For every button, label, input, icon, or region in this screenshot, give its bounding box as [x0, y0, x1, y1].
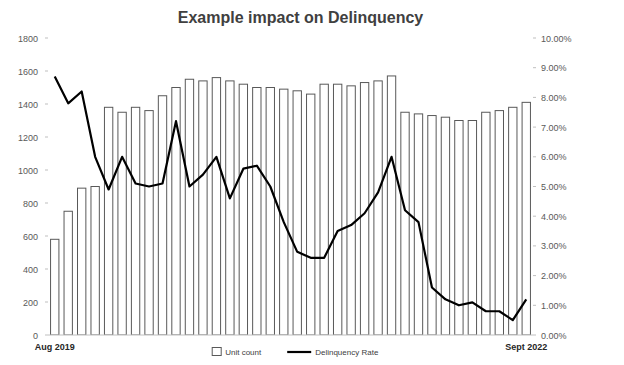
bar — [131, 107, 139, 335]
y2-tick-label: 6.00% — [541, 152, 567, 162]
y-tick — [45, 269, 48, 270]
y2-tick-label: 10.00% — [541, 34, 572, 44]
y2-tick-label: 2.00% — [541, 271, 567, 281]
bar — [266, 88, 274, 336]
bar — [482, 112, 490, 335]
y-tick-label: 1000 — [18, 166, 38, 176]
bar — [145, 111, 153, 335]
bar — [307, 94, 315, 335]
legend-label: Unit count — [225, 348, 262, 357]
y2-tick — [533, 335, 536, 336]
y2-tick-label: 0.00% — [541, 331, 567, 341]
y-tick — [45, 203, 48, 204]
y2-tick-label: 1.00% — [541, 301, 567, 311]
bar — [347, 86, 355, 335]
bar — [212, 78, 220, 335]
y2-tick — [533, 97, 536, 98]
bar — [64, 211, 72, 335]
y2-tick — [533, 305, 536, 306]
y2-tick — [533, 156, 536, 157]
x-tick-label: Sept 2022 — [505, 342, 547, 352]
bar — [226, 81, 234, 335]
bar — [428, 116, 436, 335]
legend-swatch — [287, 351, 311, 353]
bar — [387, 76, 395, 335]
bar — [51, 239, 59, 335]
y-tick-label: 1200 — [18, 133, 38, 143]
y-tick — [45, 236, 48, 237]
y2-tick — [533, 38, 536, 39]
y2-tick — [533, 127, 536, 128]
y2-tick — [533, 216, 536, 217]
y-tick-label: 0 — [33, 331, 38, 341]
y-tick — [45, 302, 48, 303]
y-tick — [45, 137, 48, 138]
y-tick-label: 1800 — [18, 34, 38, 44]
legend-swatch — [212, 348, 221, 356]
y2-tick-label: 3.00% — [541, 241, 567, 251]
y-tick — [45, 38, 48, 39]
bar — [185, 79, 193, 335]
bar — [320, 84, 328, 335]
y2-tick — [533, 245, 536, 246]
y-tick-label: 800 — [23, 199, 38, 209]
y2-tick — [533, 67, 536, 68]
legend: Unit count Delinquency Rate — [212, 348, 379, 358]
y-tick-label: 1600 — [18, 67, 38, 77]
y-tick-label: 1400 — [18, 100, 38, 110]
y-tick-label: 200 — [23, 298, 38, 308]
y2-tick-label: 5.00% — [541, 182, 567, 192]
bar — [104, 107, 112, 335]
y-tick-label: 400 — [23, 265, 38, 275]
bar — [495, 111, 503, 335]
bar — [91, 187, 99, 336]
y-tick — [45, 335, 48, 336]
bar — [401, 112, 409, 335]
y-tick — [45, 104, 48, 105]
chart: Example impact on Delinquency 0 200 400 600 8… — [0, 0, 624, 365]
y2-tick-label: 4.00% — [541, 212, 567, 222]
y2-tick-label: 7.00% — [541, 123, 567, 133]
y-tick — [45, 71, 48, 72]
y2-tick — [533, 186, 536, 187]
y2-tick-label: 9.00% — [541, 63, 567, 73]
bar — [158, 96, 166, 335]
y-tick — [45, 170, 48, 171]
bar — [374, 81, 382, 335]
bar — [293, 91, 301, 335]
x-axis — [48, 335, 533, 336]
y-tick-label: 600 — [23, 232, 38, 242]
title: Example impact on Delinquency — [178, 9, 424, 26]
bar — [118, 112, 126, 335]
y2-tick-label: 8.00% — [541, 93, 567, 103]
plot-area — [51, 76, 531, 335]
line — [55, 77, 527, 321]
bar — [253, 88, 261, 336]
bar — [441, 117, 449, 335]
legend-label: Delinquency Rate — [315, 348, 379, 357]
bar — [333, 84, 341, 335]
x-tick-label: Aug 2019 — [35, 342, 75, 352]
y2-tick — [533, 275, 536, 276]
bar — [199, 81, 207, 335]
bar — [78, 188, 86, 335]
bar — [509, 107, 517, 335]
bar — [239, 84, 247, 335]
